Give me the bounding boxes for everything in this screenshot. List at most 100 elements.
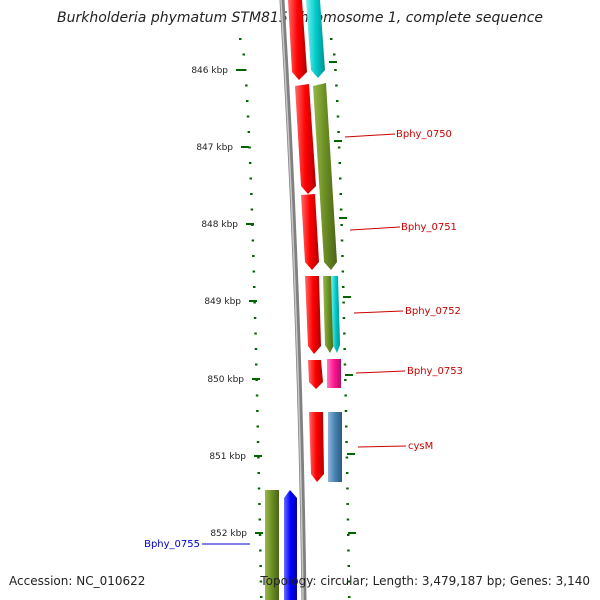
gene-label-bphy-0752[interactable]: Bphy_0752 [405, 306, 461, 317]
tick-dot [245, 84, 248, 87]
tick-dot [345, 456, 349, 459]
gene-label-cysm[interactable]: cysM [408, 441, 433, 452]
gene-red-arrow[interactable] [309, 412, 324, 482]
tick-dot [259, 580, 263, 583]
gene-olive-block-bottom[interactable] [265, 490, 279, 600]
tick-dot [345, 441, 348, 443]
tick-dots-right [330, 38, 351, 598]
tick-dot [337, 146, 341, 149]
tick-dot [253, 301, 256, 304]
label-line-cysm [357, 445, 407, 448]
gene-red-arrow[interactable] [308, 360, 323, 389]
tick-dot [256, 441, 260, 443]
tick-dot [336, 100, 339, 102]
tick-label-846: 846 kbp [191, 66, 228, 76]
tick-dot [347, 580, 351, 583]
tick-dot [345, 425, 348, 428]
tick-dot [341, 255, 344, 257]
right-ticks [329, 61, 356, 534]
tick-dot [255, 394, 259, 397]
label-line-bphy-0751 [349, 226, 401, 231]
tick-dot [340, 239, 344, 242]
tick-dot [340, 224, 343, 226]
tick-label-849: 849 kbp [204, 297, 241, 307]
gene-cyan-arrow[interactable] [331, 276, 340, 353]
tick-dot [258, 534, 262, 536]
tick-dot [247, 131, 251, 133]
gene-red-arrow[interactable] [305, 276, 321, 354]
tick-dot [258, 503, 261, 505]
tick-dot [346, 503, 349, 505]
gene-label-bphy-0751[interactable]: Bphy_0751 [401, 222, 457, 233]
tick-label-850: 850 kbp [207, 375, 244, 385]
tick-dot [252, 270, 256, 273]
accession-text: Accession: NC_010622 [9, 574, 146, 588]
tick-dots-left [239, 38, 263, 598]
tick-dot [250, 208, 254, 211]
gene-red-arrow[interactable] [301, 194, 319, 270]
label-line-bphy-0753 [355, 370, 406, 374]
tick-dot [330, 38, 333, 40]
tick-dot [342, 317, 346, 319]
tick-dot [338, 162, 341, 164]
gene-label-bphy-0753[interactable]: Bphy_0753 [407, 366, 463, 377]
tick-dot [257, 487, 261, 490]
tick-dot [344, 379, 347, 381]
tick-label-847: 847 kbp [196, 143, 233, 153]
tick-dot [347, 565, 350, 567]
tick-dot [336, 115, 340, 118]
tick-dot [343, 348, 346, 350]
tick-dot [337, 131, 340, 133]
tick-dot [243, 69, 247, 71]
tick-dot [343, 332, 346, 335]
tick-dot [257, 472, 260, 474]
tick-label-848: 848 kbp [201, 220, 238, 230]
gene-magenta-block[interactable] [327, 359, 341, 388]
gene-olive-arrow[interactable] [323, 276, 334, 353]
tick-dot [250, 193, 253, 195]
tick-dot [344, 410, 348, 412]
tick-dot [239, 38, 242, 40]
tick-dot [348, 596, 351, 598]
tick-dot [335, 84, 338, 87]
tick-dot [347, 549, 350, 552]
tick-dot [258, 518, 261, 521]
gene-red-arrow-top[interactable] [288, 0, 307, 80]
tick-dot [252, 255, 255, 257]
tick-dot [334, 69, 337, 71]
tick-dot [253, 317, 257, 319]
gene-blue-arrow[interactable] [284, 490, 297, 600]
tick-dot [342, 301, 345, 304]
label-line-bphy-0752 [353, 310, 404, 314]
gene-steel-block[interactable] [328, 412, 342, 482]
label-line-bphy-0750 [344, 133, 396, 138]
tick-dot [248, 162, 252, 164]
tick-dot [342, 286, 345, 288]
backbone-arc [279, 0, 307, 600]
tick-dot [246, 100, 249, 102]
tick-dot [242, 53, 245, 56]
tick-dot [259, 549, 262, 552]
tick-dot [255, 363, 258, 366]
gene-red-arrow[interactable] [295, 84, 316, 194]
tick-dot [256, 425, 259, 428]
gene-label-bphy-0755[interactable]: Bphy_0755 [144, 539, 200, 550]
tick-dot [246, 115, 250, 118]
tick-dot [344, 394, 347, 397]
tick-dot [256, 410, 259, 412]
tick-dot [254, 332, 257, 335]
tick-dot [346, 487, 349, 490]
tick-dot [333, 53, 336, 56]
tick-label-851: 851 kbp [209, 452, 246, 462]
tick-dot [343, 363, 347, 366]
tick-dot [249, 177, 252, 180]
gene-cyan-arrow-top[interactable] [306, 0, 325, 78]
tick-dot [259, 565, 262, 567]
gene-label-bphy-0750[interactable]: Bphy_0750 [396, 129, 452, 140]
tick-dot [260, 596, 263, 598]
gene-olive-arrow[interactable] [313, 83, 337, 270]
tick-dot [339, 177, 342, 180]
tick-dot [257, 456, 260, 459]
tick-label-852: 852 kbp [210, 529, 247, 539]
